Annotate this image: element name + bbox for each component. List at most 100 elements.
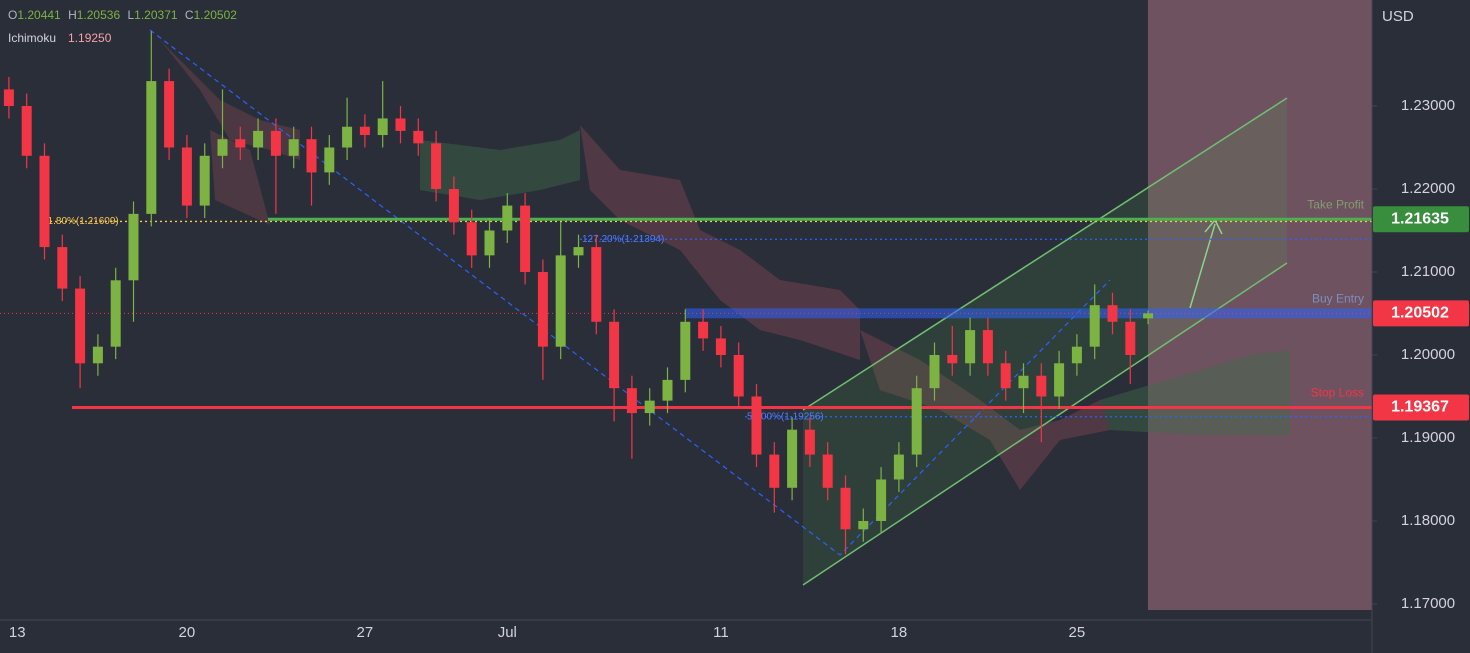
candle-body xyxy=(751,396,762,455)
level-name: Take Profit xyxy=(1307,197,1364,211)
candle-body xyxy=(1107,305,1118,322)
indicator: Ichimoku 1.19250 xyxy=(8,31,112,45)
level-name: Buy Entry xyxy=(1312,291,1364,305)
ichimoku-cloud xyxy=(860,330,1110,490)
candle-body xyxy=(413,130,424,144)
price-tag-label: 1.20502 xyxy=(1391,305,1449,322)
candle-body xyxy=(626,388,637,414)
candle-body xyxy=(324,147,335,173)
candle-body xyxy=(181,147,192,206)
candle-body xyxy=(520,205,531,272)
candle-body xyxy=(858,520,869,530)
candle-body xyxy=(573,247,584,256)
candle-body xyxy=(982,330,993,364)
y-tick-label: 1.21000 xyxy=(1401,263,1455,280)
x-tick-label: 11 xyxy=(713,624,729,641)
candle-body xyxy=(306,139,317,173)
candle-body xyxy=(484,230,495,256)
candle-body xyxy=(342,126,353,148)
candle-body xyxy=(893,454,904,480)
candle-body xyxy=(1000,363,1011,389)
candle-body xyxy=(3,89,14,106)
candle-body xyxy=(270,130,281,156)
candle-body xyxy=(395,118,406,131)
ohlc-letter: O xyxy=(8,8,17,22)
candle-body xyxy=(911,388,922,455)
indicator-value: 1.19250 xyxy=(68,31,112,45)
candle-body xyxy=(537,271,548,347)
candle-body xyxy=(769,454,780,488)
candle-body xyxy=(1071,346,1082,364)
candle-body xyxy=(591,247,602,322)
ichimoku-cloud xyxy=(1100,350,1290,435)
level-name: Stop Loss xyxy=(1311,386,1364,400)
candle-body xyxy=(947,354,958,364)
candle-body xyxy=(822,454,833,488)
candle-body xyxy=(128,213,139,281)
fib-label: 50.00%(1.19256) xyxy=(747,411,824,422)
price-tag xyxy=(1373,394,1469,421)
fib-label: 61.80%(1.21609) xyxy=(42,216,119,227)
candle-body xyxy=(840,487,851,530)
candle-body xyxy=(1125,321,1136,355)
ohlc-letter: L xyxy=(127,8,134,22)
candle-body xyxy=(92,346,103,364)
candle-body xyxy=(733,354,744,397)
x-tick-label: 18 xyxy=(891,624,908,641)
ohlc-header: O1.20441 H1.20536 L1.20371 C1.20502 xyxy=(8,8,237,22)
price-axis xyxy=(1372,0,1470,653)
candle-body xyxy=(75,288,86,364)
candles xyxy=(3,31,1154,555)
candle-body xyxy=(199,155,210,206)
candle-body xyxy=(876,479,887,521)
candle-body xyxy=(1089,305,1100,347)
candle-body xyxy=(164,81,175,148)
candle-body xyxy=(288,139,299,156)
trend-line xyxy=(149,29,1111,556)
x-tick-label: 13 xyxy=(9,624,26,641)
candle-body xyxy=(217,139,228,156)
currency: USD xyxy=(1382,8,1414,25)
ichimoku-cloud xyxy=(420,130,580,200)
x-tick-label: Jul xyxy=(498,624,517,641)
price-tags: 1.21635 1.20502 1.19367 xyxy=(1373,206,1469,421)
candle-body xyxy=(715,338,726,355)
indicator-name: Ichimoku xyxy=(8,31,56,45)
candle-body xyxy=(609,321,620,389)
ohlc-letter: C xyxy=(185,8,194,22)
candle-body xyxy=(929,354,940,389)
x-tick-label: 27 xyxy=(357,624,374,641)
y-tick-label: 1.22000 xyxy=(1401,180,1455,197)
candle-body xyxy=(110,280,121,347)
ohlc-value: 1.20441 xyxy=(17,8,61,22)
candle-body xyxy=(502,205,513,231)
candle-body xyxy=(431,143,442,189)
channel-line xyxy=(802,97,1288,411)
candle-body xyxy=(804,429,815,455)
candle-body xyxy=(146,81,157,214)
candle-body xyxy=(466,222,477,256)
future-zone xyxy=(1148,0,1372,610)
ohlc-letter: H xyxy=(68,8,77,22)
y-tick-label: 1.23000 xyxy=(1401,97,1455,114)
x-tick-label: 25 xyxy=(1069,624,1086,641)
candle-body xyxy=(1054,363,1065,397)
candle-body xyxy=(662,379,673,401)
candle-body xyxy=(555,255,566,347)
price-tag xyxy=(1373,206,1469,233)
candle-body xyxy=(359,126,370,136)
candle-body xyxy=(1018,375,1029,389)
candle-body xyxy=(235,139,246,148)
ohlc-value: 1.20536 xyxy=(77,8,121,22)
fib-label: 127.20%(1.21394) xyxy=(582,234,664,245)
candle-body xyxy=(448,188,459,223)
ohlc-value: 1.20371 xyxy=(134,8,178,22)
candle-body xyxy=(698,321,709,339)
price-tag-label: 1.21635 xyxy=(1391,211,1449,228)
price-tag-label: 1.19367 xyxy=(1391,399,1449,416)
ichimoku-cloud xyxy=(160,40,300,160)
y-tick-label: 1.19000 xyxy=(1401,429,1455,446)
y-tick-label: 1.18000 xyxy=(1401,512,1455,529)
